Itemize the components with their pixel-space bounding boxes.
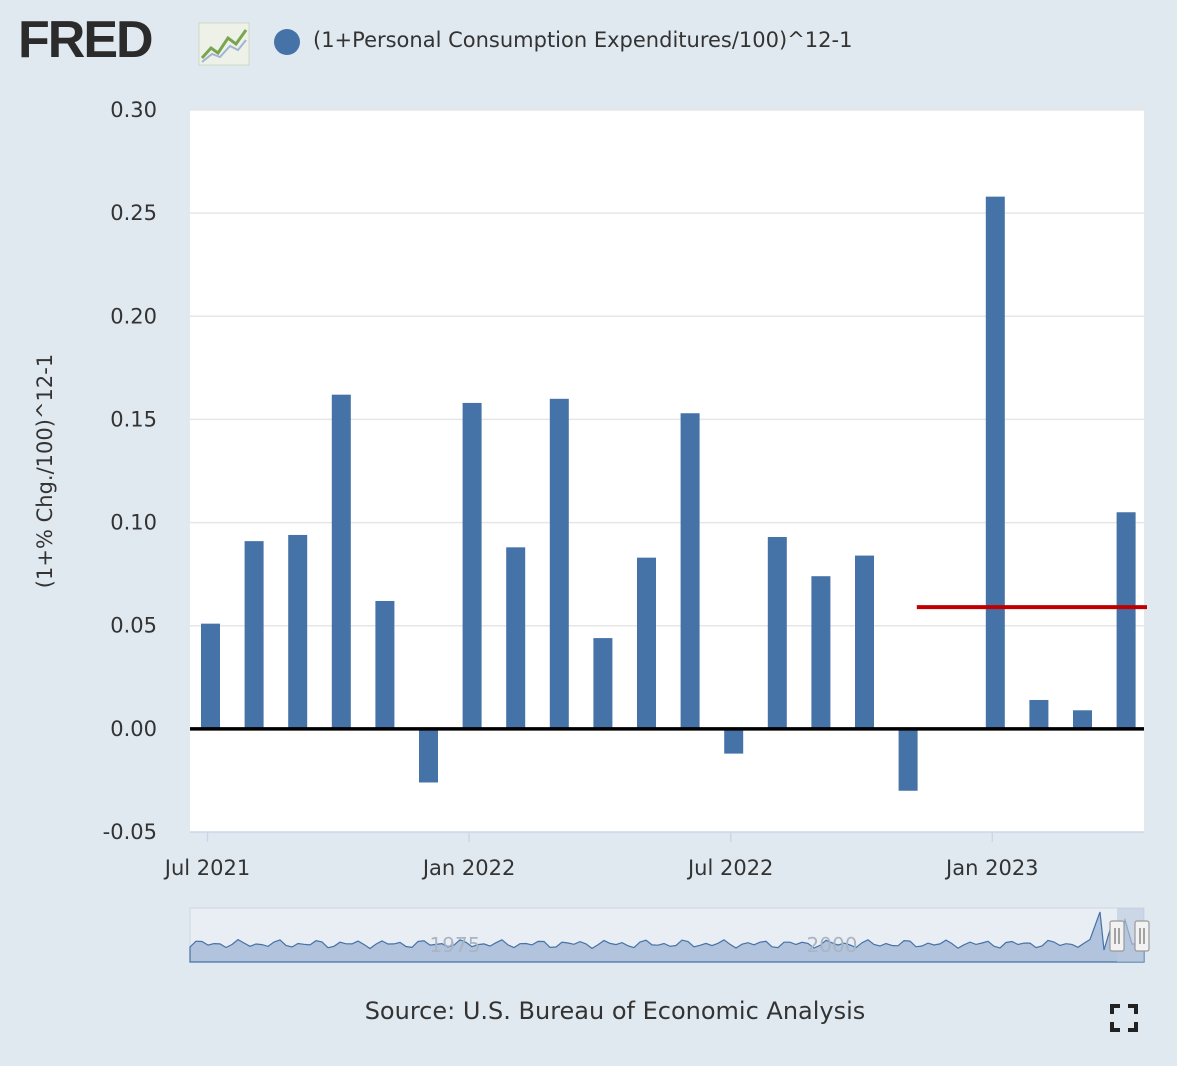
bar[interactable] — [462, 402, 482, 729]
bar[interactable] — [419, 728, 438, 783]
navigator-year-label: 2000 — [807, 933, 858, 957]
x-tick-label: Jan 2023 — [944, 856, 1039, 880]
y-axis-title: (1+% Chg./100)^12-1 — [33, 354, 57, 588]
x-tick-label: Jul 2021 — [163, 856, 250, 880]
y-tick-label: 0.20 — [110, 304, 157, 328]
y-tick-label: 0.00 — [110, 717, 157, 741]
bar[interactable] — [985, 196, 1005, 729]
legend-series-label[interactable]: (1+Personal Consumption Expenditures/100… — [313, 28, 853, 52]
navigator-handle[interactable] — [1109, 920, 1125, 952]
legend-series-marker[interactable] — [274, 29, 300, 55]
bar[interactable] — [637, 557, 656, 729]
navigator-handle-body — [1109, 920, 1125, 952]
bar[interactable] — [898, 728, 918, 791]
bar[interactable] — [593, 638, 613, 729]
y-tick-label: 0.05 — [110, 614, 157, 638]
bars — [190, 196, 1147, 791]
source-note: Source: U.S. Bureau of Economic Analysis — [364, 997, 866, 1025]
bar[interactable] — [1116, 512, 1136, 729]
y-axis-tick-labels: -0.05 0.00 0.05 0.10 0.15 0.20 0.25 0.30 — [103, 98, 157, 844]
fullscreen-icon[interactable] — [1109, 1003, 1139, 1033]
bar[interactable] — [375, 600, 395, 729]
bar[interactable] — [288, 534, 308, 729]
bar[interactable] — [331, 394, 351, 729]
y-tick-label: 0.15 — [110, 407, 157, 431]
bar[interactable] — [855, 555, 874, 729]
bar[interactable] — [201, 623, 220, 729]
bar[interactable] — [1029, 699, 1049, 729]
y-tick-label: 0.25 — [110, 201, 157, 225]
navigator[interactable]: 1975 2000 — [189, 907, 1150, 963]
navigator-series — [189, 911, 1145, 963]
bar[interactable] — [767, 537, 787, 729]
y-tick-label: 0.10 — [110, 511, 157, 535]
y-tick-label: 0.30 — [110, 98, 157, 122]
fred-logo[interactable]: FRED — [18, 11, 154, 69]
bar[interactable] — [549, 398, 569, 729]
bar[interactable] — [506, 547, 526, 729]
x-tick-label: Jul 2022 — [686, 856, 773, 880]
bar[interactable] — [244, 541, 264, 729]
chart: -0.05 0.00 0.05 0.10 0.15 0.20 0.25 0.30 Jul 20… — [33, 98, 1150, 963]
bar[interactable] — [680, 413, 700, 729]
trend-line-icon — [198, 22, 250, 66]
chart-header: FRED (1+Personal Consumption Expenditure… — [0, 0, 1177, 90]
navigator-handle[interactable] — [1134, 920, 1150, 952]
y-tick-label: -0.05 — [103, 820, 157, 844]
x-axis: Jul 2021 Jan 2022 Jul 2022 Jan 2023 — [163, 831, 1144, 880]
x-tick-label: Jan 2022 — [421, 856, 516, 880]
bar[interactable] — [811, 576, 831, 729]
navigator-handle-body — [1134, 920, 1150, 952]
bar[interactable] — [724, 728, 744, 754]
bar[interactable] — [1073, 710, 1092, 729]
navigator-year-label: 1975 — [430, 933, 481, 957]
